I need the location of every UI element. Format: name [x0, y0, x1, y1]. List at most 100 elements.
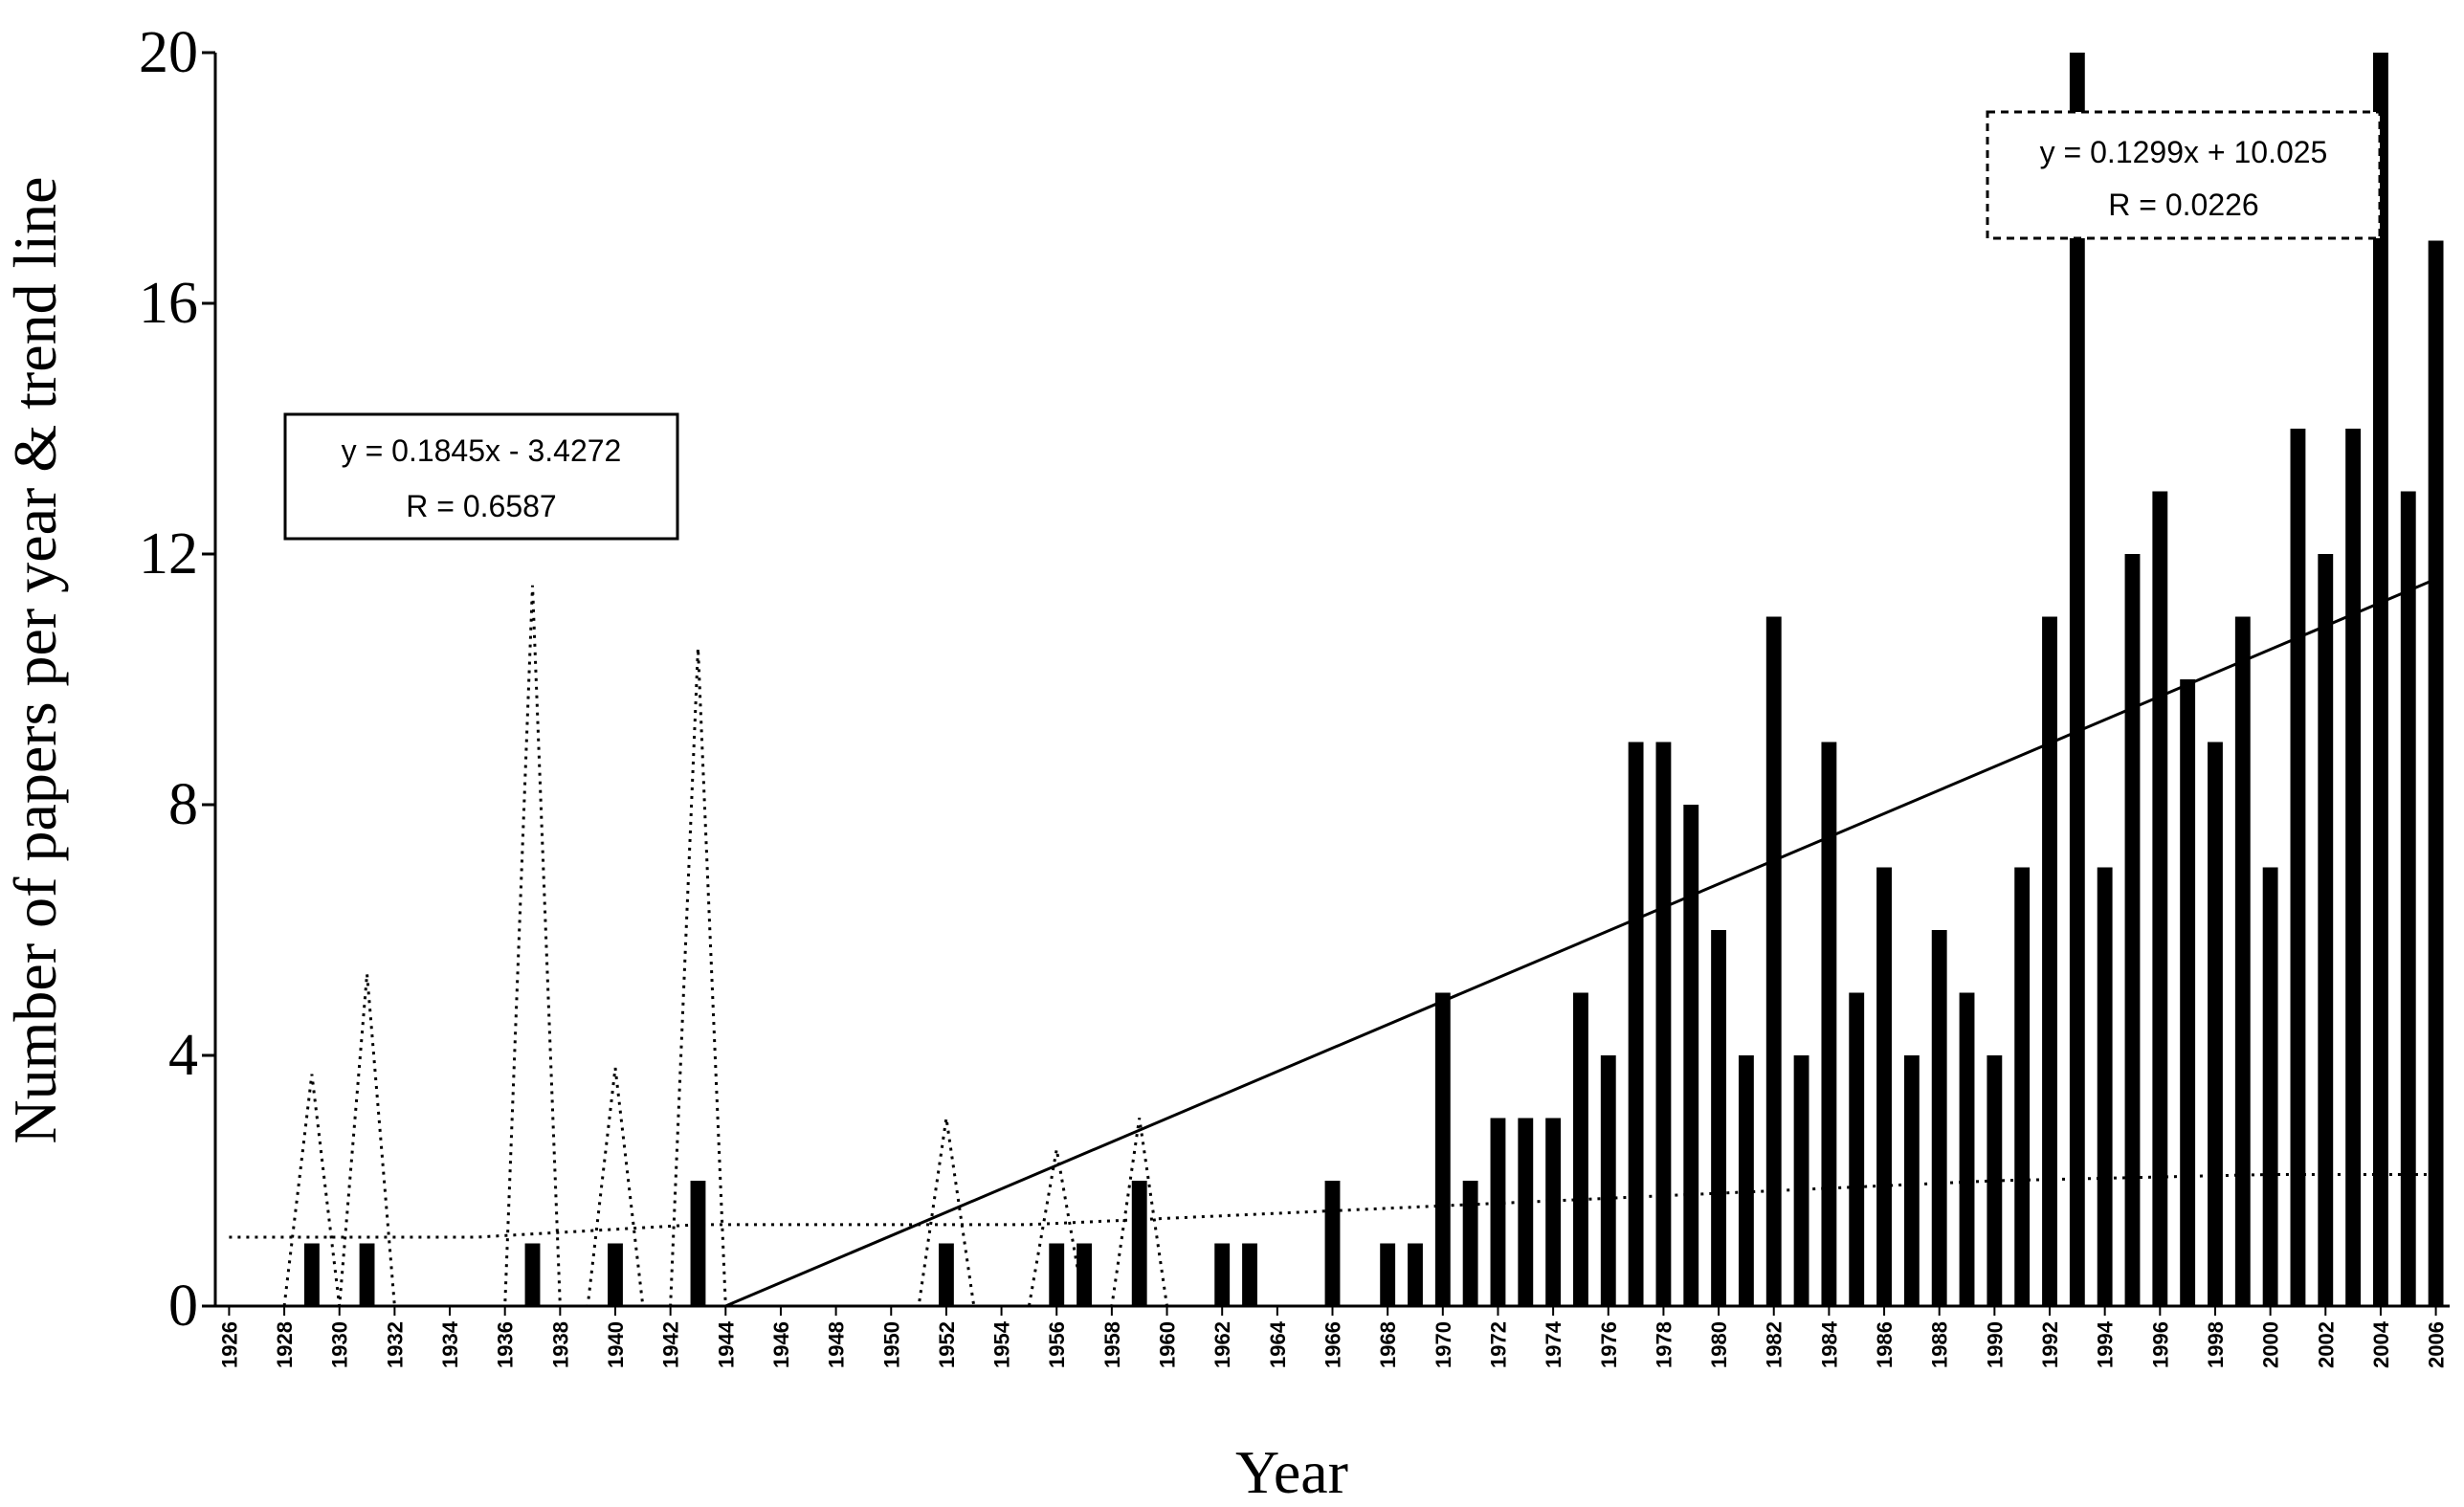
- bar-1980: [1711, 930, 1727, 1306]
- x-tick-label: 1944: [714, 1320, 738, 1368]
- x-tick-label: 1936: [494, 1321, 518, 1368]
- x-axis-label: Year: [1235, 1438, 1348, 1506]
- y-tick-label: 8: [168, 772, 198, 837]
- bar-1976: [1600, 1055, 1616, 1306]
- dotted-series-1: [282, 585, 1169, 1308]
- x-tick-label: 1974: [1542, 1320, 1565, 1368]
- bar-1937: [524, 1243, 541, 1306]
- x-tick-label: 1984: [1817, 1320, 1841, 1368]
- y-tick-label: 12: [139, 521, 198, 587]
- bar-1968: [1380, 1243, 1396, 1306]
- bar-1979: [1683, 805, 1699, 1306]
- x-tick-label: 1972: [1486, 1321, 1510, 1368]
- bar-1959: [1131, 1181, 1147, 1306]
- bar-1992: [2042, 616, 2057, 1306]
- x-tick-label: 2002: [2314, 1321, 2338, 1368]
- bar-1977: [1628, 742, 1644, 1306]
- x-tick-label: 1990: [1983, 1321, 2007, 1368]
- x-tick-label: 1962: [1210, 1321, 1234, 1368]
- x-tick-label: 1994: [2094, 1320, 2118, 1368]
- bar-1940: [608, 1243, 623, 1306]
- x-tick-label: 2006: [2425, 1321, 2449, 1368]
- bar-2005: [2400, 491, 2416, 1306]
- bar-1985: [1849, 992, 1865, 1306]
- x-tick-label: 1932: [383, 1321, 407, 1368]
- x-tick-label: 1946: [769, 1321, 793, 1368]
- bar-1999: [2234, 616, 2251, 1306]
- bar-1969: [1408, 1243, 1423, 1306]
- x-tick-label: 2000: [2259, 1321, 2283, 1368]
- bar-2004: [2373, 53, 2388, 1306]
- bar-1988: [1931, 930, 1947, 1306]
- x-tick-label: 1938: [548, 1321, 572, 1368]
- x-tick-label: 1950: [879, 1321, 903, 1368]
- y-axis-label: Number of papers per year & trend line: [1, 176, 69, 1143]
- bar-2000: [2262, 867, 2278, 1306]
- bar-1984: [1821, 742, 1837, 1306]
- bar-1995: [2124, 554, 2141, 1306]
- chart-axes: 0 4 8 12 16 20 1926 1928 1930 1932 1934 1936 1938 194…: [139, 20, 2450, 1368]
- trend-r-squared-late: R = 0.0226: [2108, 188, 2258, 222]
- x-tick-label: 1960: [1156, 1321, 1180, 1368]
- x-tick-label: 1956: [1045, 1321, 1069, 1368]
- trend-line-3: [724, 577, 2437, 1308]
- bar-1989: [1959, 992, 1975, 1306]
- bar-1983: [1793, 1055, 1809, 1306]
- bar-1943: [690, 1181, 706, 1306]
- bar-1929: [303, 1243, 320, 1306]
- bar-1986: [1876, 867, 1892, 1306]
- x-tick-label: 1958: [1100, 1321, 1124, 1368]
- x-tick-label: 1998: [2204, 1321, 2228, 1368]
- x-tick-label: 1928: [273, 1321, 297, 1368]
- chart-marks: [229, 53, 2444, 1308]
- x-tick-label: 1988: [1928, 1321, 1952, 1368]
- bar-1971: [1462, 1181, 1478, 1306]
- x-tick-label: 1966: [1321, 1321, 1345, 1368]
- bar-1956: [1049, 1243, 1065, 1306]
- bar-1974: [1545, 1118, 1562, 1306]
- x-tick-label: 1992: [2038, 1321, 2062, 1368]
- bar-1931: [359, 1243, 375, 1306]
- bar-1952: [938, 1243, 954, 1306]
- bar-1966: [1324, 1181, 1341, 1306]
- y-tick-label: 0: [168, 1274, 198, 1339]
- x-tick-label: 1978: [1652, 1321, 1676, 1368]
- bar-1970: [1434, 992, 1451, 1306]
- y-tick-label: 20: [139, 20, 198, 85]
- bar-1996: [2152, 491, 2168, 1306]
- bar-1987: [1903, 1055, 1920, 1306]
- x-tick-label: 1980: [1707, 1321, 1731, 1368]
- bar-1991: [2014, 867, 2031, 1306]
- trend-equation-box-late: y = 0.1299x + 10.025 R = 0.0226: [1986, 110, 2382, 240]
- bar-1997: [2180, 679, 2196, 1306]
- bar-2003: [2345, 429, 2362, 1306]
- bar-2006: [2428, 240, 2444, 1306]
- bar-1975: [1573, 992, 1588, 1306]
- x-tick-label: 1964: [1266, 1320, 1290, 1368]
- bar-1993: [2069, 53, 2085, 1306]
- x-tick-label: 1934: [438, 1320, 462, 1368]
- trend-equation-box-early: y = 0.1845x - 3.4272 R = 0.6587: [283, 412, 679, 541]
- x-tick-label: 1940: [604, 1321, 628, 1368]
- x-tick-label: 1968: [1376, 1321, 1400, 1368]
- bar-1998: [2208, 742, 2223, 1306]
- x-tick-label: 1996: [2148, 1321, 2172, 1368]
- bar-1981: [1738, 1055, 1754, 1306]
- x-tick-label: 1942: [659, 1321, 683, 1368]
- x-tick-label: 1986: [1873, 1321, 1897, 1368]
- bar-2001: [2290, 429, 2306, 1306]
- x-tick-label: 1954: [990, 1320, 1014, 1368]
- bar-1962: [1214, 1243, 1231, 1306]
- x-tick-label: 1982: [1763, 1321, 1787, 1368]
- bar-1973: [1518, 1118, 1534, 1306]
- x-tick-label: 1952: [935, 1321, 959, 1368]
- x-tick-label: 1970: [1432, 1321, 1455, 1368]
- bar-2002: [2318, 554, 2334, 1306]
- bar-1978: [1655, 742, 1672, 1306]
- bar-1972: [1490, 1118, 1506, 1306]
- y-tick-label: 4: [168, 1023, 198, 1088]
- x-tick-label: 1930: [328, 1321, 352, 1368]
- trend-equation-late: y = 0.1299x + 10.025: [2040, 135, 2328, 169]
- bar-1994: [2097, 867, 2113, 1306]
